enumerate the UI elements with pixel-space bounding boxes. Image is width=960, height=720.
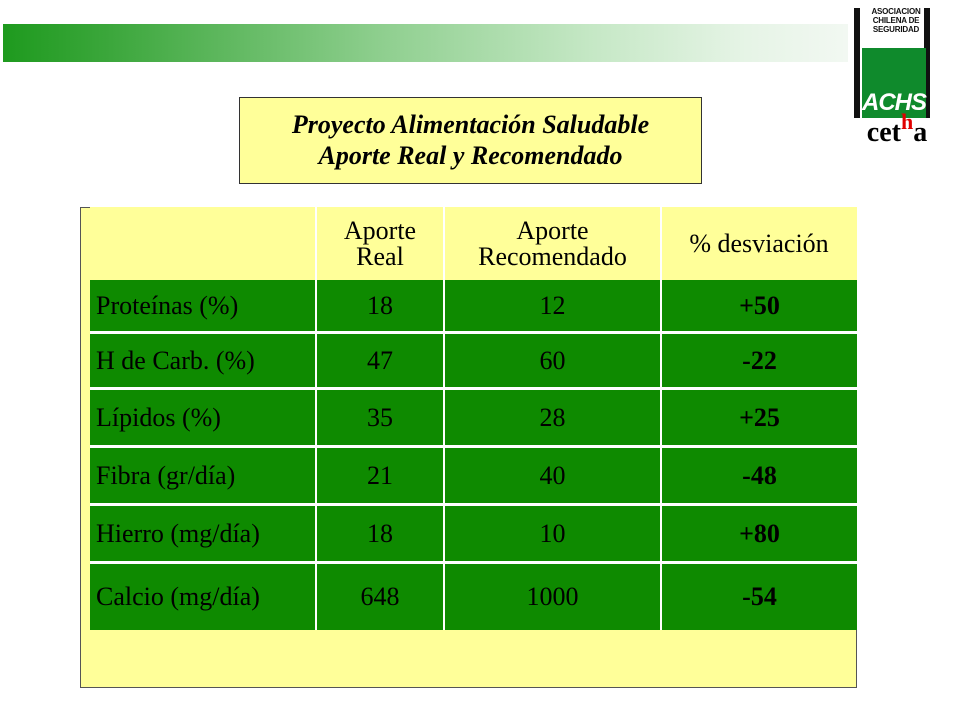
row-2-deviation: -22 (742, 345, 777, 375)
row-3-recommended: 28 (539, 402, 566, 432)
row-divider-2 (90, 387, 857, 390)
row-5-deviation: +80 (739, 518, 780, 548)
row-4-deviation: -48 (742, 460, 777, 490)
row-1-nutrient: Proteínas (%) (96, 290, 239, 320)
row-5-nutrient: Hierro (mg/día) (96, 518, 260, 548)
row-1-real: 18 (367, 290, 393, 320)
decorative-gradient-bar (3, 24, 848, 62)
column-divider-3 (660, 207, 662, 630)
brand-sup: h (900, 109, 914, 134)
header-aporte-recomendado: Aporte Recomendado (444, 207, 661, 280)
row-5-recommended: 10 (539, 518, 566, 548)
row-1-recommended: 12 (539, 290, 566, 320)
brand-prefix: cet (866, 117, 901, 148)
logo-org-name: ASOCIACION CHILENA DE SEGURIDAD (862, 7, 930, 34)
row-3-real: 35 (367, 402, 393, 432)
row-4-nutrient: Fibra (gr/día) (96, 460, 236, 490)
row-1-deviation: +50 (739, 290, 780, 320)
logo-green-block (862, 48, 926, 118)
row-3-nutrient: Lípidos (%) (96, 402, 221, 432)
row-3-deviation: +25 (739, 402, 780, 432)
logo-mark: ACHS (862, 89, 927, 116)
header-aporte-real-line-1: Aporte (343, 215, 417, 245)
cetha-brand: cetha (852, 109, 942, 149)
nutrition-table: Aporte Real Aporte Recomendado % desviac… (90, 207, 857, 630)
row-divider-5 (90, 561, 857, 564)
header-aporte-recomendado-line-2: Recomendado (478, 241, 627, 271)
row-6-real: 648 (360, 582, 400, 611)
row-divider-3 (90, 445, 857, 448)
row-divider-1 (90, 331, 857, 334)
header-aporte-real-line-2: Real (356, 241, 404, 271)
header-desviacion: % desviación (661, 207, 857, 280)
logo-org-line-1: ASOCIACION (871, 7, 921, 16)
slide-title: Proyecto Alimentación Saludable Aporte R… (239, 97, 702, 184)
title-line-1: Proyecto Alimentación Saludable (291, 110, 650, 139)
row-6-recommended: 1000 (526, 582, 579, 611)
header-desviacion-line-1: % desviación (689, 228, 829, 258)
header-aporte-recomendado-line-1: Aporte (516, 215, 589, 245)
achs-logo: ASOCIACION CHILENA DE SEGURIDAD ACHS (850, 4, 938, 118)
logo-org-line-3: SEGURIDAD (872, 25, 920, 34)
row-4-recommended: 40 (539, 460, 566, 490)
brand-suffix: a (913, 117, 928, 148)
row-divider-4 (90, 503, 857, 506)
column-divider-2 (443, 207, 445, 630)
table-header-row (90, 207, 857, 280)
row-5-real: 18 (367, 518, 393, 548)
row-2-recommended: 60 (539, 345, 566, 375)
title-line-2: Aporte Real y Recomendado (318, 141, 623, 170)
logo-frame (854, 8, 930, 118)
table-green-bg-2 (90, 280, 857, 630)
header-aporte-real: Aporte Real (316, 207, 444, 280)
row-6-deviation: -54 (742, 582, 777, 611)
logo-org-line-2: CHILENA DE (872, 16, 920, 25)
row-6-nutrient: Calcio (mg/día) (96, 582, 260, 611)
row-4-real: 21 (367, 460, 393, 490)
row-2-nutrient: H de Carb. (%) (96, 345, 255, 375)
row-2-real: 47 (367, 345, 393, 375)
column-divider-1 (315, 207, 317, 630)
